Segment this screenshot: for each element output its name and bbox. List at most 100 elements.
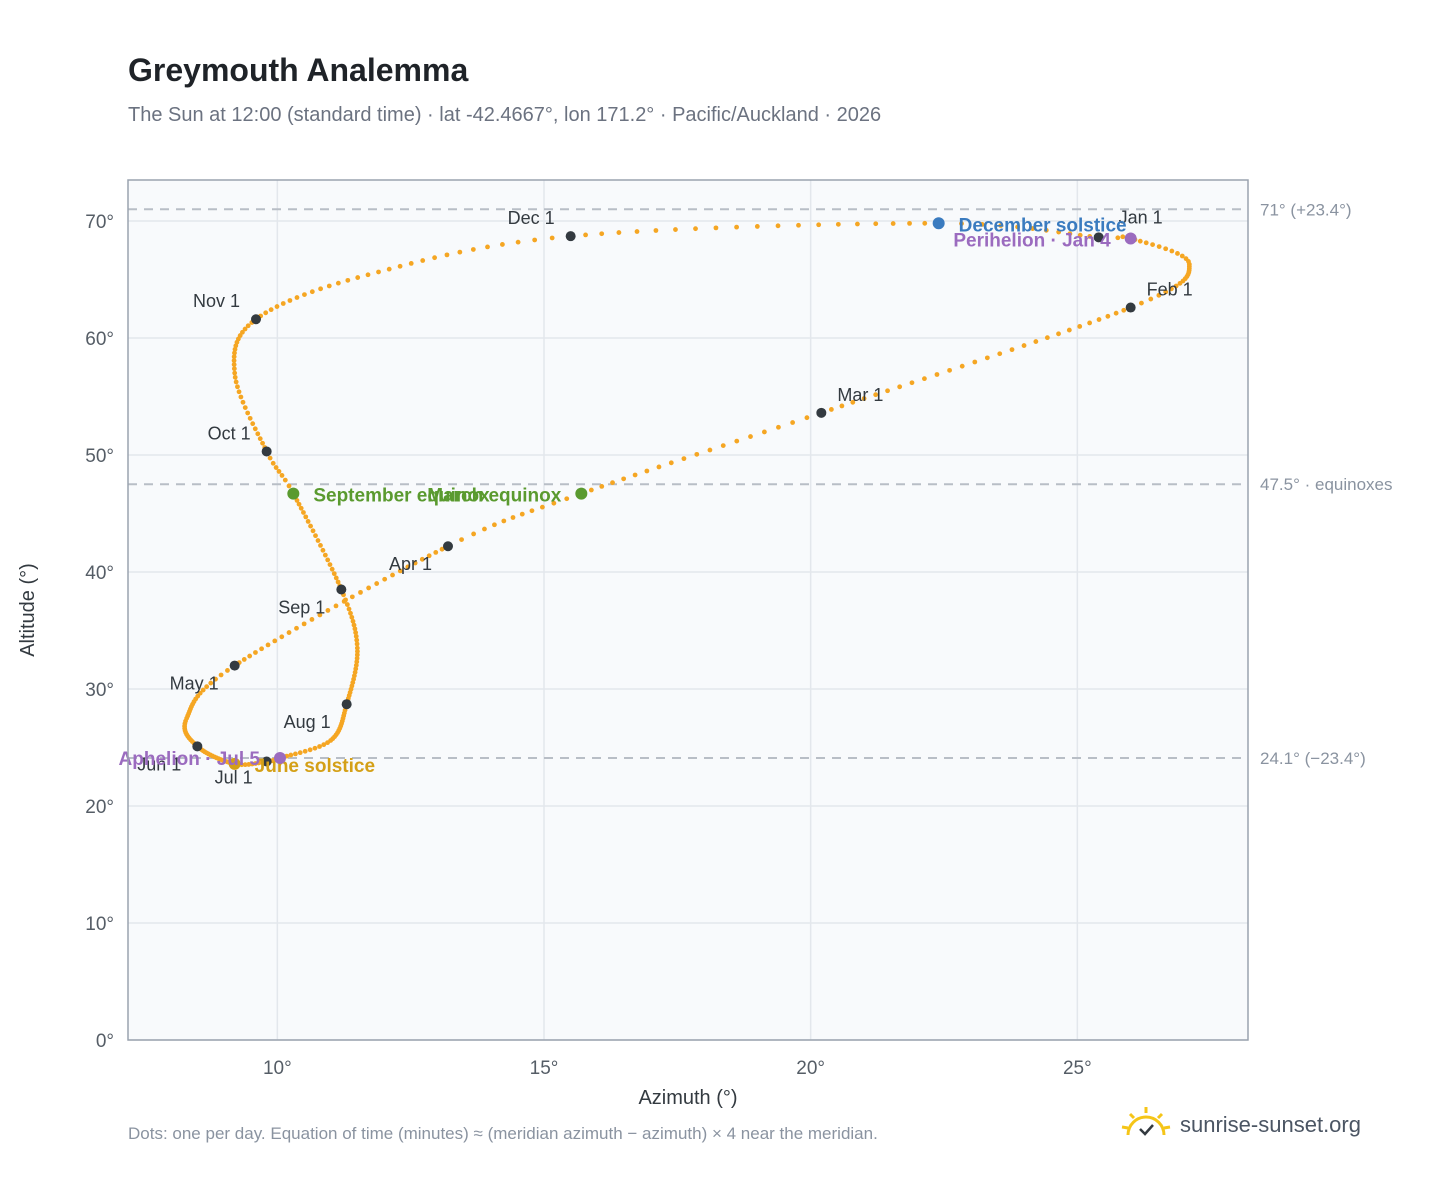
brand-name[interactable]: sunrise-sunset.org [1180, 1112, 1361, 1137]
day-dot [599, 231, 605, 237]
day-dot [247, 653, 253, 659]
day-dot [320, 547, 326, 553]
day-dot [305, 519, 311, 524]
day-dot [259, 646, 264, 652]
day-dot [861, 396, 867, 401]
day-dot [245, 323, 251, 329]
day-dot [232, 374, 238, 380]
month-label: Jun 1 [137, 754, 181, 774]
day-dot [1169, 286, 1174, 292]
event-label: December solstice [959, 215, 1127, 236]
day-dot [997, 351, 1003, 357]
day-dot [1179, 253, 1185, 259]
day-dot [909, 380, 915, 386]
day-dot [621, 476, 627, 482]
reference-line-label: 71° (+23.4°) [1260, 200, 1352, 219]
day-dot [855, 221, 860, 227]
day-dot [668, 460, 674, 466]
day-dot [828, 407, 834, 412]
day-dot [280, 301, 286, 306]
day-dot [204, 684, 210, 690]
day-dot [897, 384, 903, 390]
day-dot [532, 237, 538, 243]
y-tick-label: 60° [85, 329, 114, 350]
day-dot [309, 289, 315, 295]
day-dot [599, 483, 605, 489]
day-dot [374, 581, 380, 586]
day-dot [257, 436, 263, 442]
day-dot [365, 272, 371, 278]
day-dot [634, 229, 640, 234]
day-dot [693, 226, 698, 232]
day-dot [539, 504, 545, 510]
month-marker [192, 741, 203, 752]
day-dot [235, 384, 240, 390]
day-dot [276, 469, 282, 474]
day-dot [515, 239, 521, 245]
month-marker [251, 314, 261, 325]
day-dot [432, 255, 438, 261]
day-dot [231, 362, 237, 367]
day-dot [873, 221, 879, 227]
day-dot [232, 350, 237, 356]
day-dot [583, 232, 588, 238]
day-dot [343, 597, 348, 603]
month-label: Oct 1 [208, 423, 251, 443]
day-dot [333, 575, 339, 581]
y-axis-ticks: 0° 10° 20° 30° 40° 50° 60° 70° [85, 212, 114, 1052]
day-dot [1077, 324, 1083, 329]
day-dot [265, 642, 271, 648]
day-dot [270, 460, 276, 466]
day-dot [382, 576, 388, 582]
day-dot [405, 564, 411, 570]
day-dot [286, 630, 292, 635]
day-dot [349, 594, 355, 600]
day-dot [551, 500, 557, 506]
day-dot [1163, 289, 1169, 295]
day-dot [252, 426, 258, 432]
day-dot [564, 496, 570, 502]
brand[interactable]: sunrise-sunset.org [1120, 1100, 1361, 1150]
day-dot [263, 310, 269, 316]
reference-line-label: 47.5° · equinoxes [1260, 475, 1393, 494]
day-dot [241, 657, 247, 662]
y-tick-label: 50° [85, 446, 114, 467]
day-dot [1021, 343, 1027, 348]
day-dot [1150, 242, 1155, 248]
y-tick-label: 30° [85, 680, 114, 701]
month-marker [443, 541, 453, 552]
day-dot [225, 668, 230, 673]
day-dot [200, 687, 206, 693]
month-marker [229, 660, 240, 671]
day-dot [439, 546, 445, 552]
day-dot [312, 745, 318, 751]
day-dot [274, 304, 280, 309]
y-axis-label: Altitude (°) [17, 563, 39, 657]
day-dot [457, 249, 463, 255]
chart-subtitle: The Sun at 12:00 (standard time) · lat -… [128, 104, 882, 126]
day-dot [720, 443, 726, 448]
day-dot [279, 473, 285, 478]
event-marker [575, 487, 588, 500]
day-dot [329, 566, 335, 572]
day-dot [231, 354, 237, 360]
day-dot [644, 468, 650, 474]
y-tick-label: 10° [85, 914, 114, 935]
day-dot [317, 744, 322, 749]
day-dot [231, 358, 237, 363]
month-label: Apr 1 [389, 554, 432, 574]
day-dot [242, 405, 248, 411]
day-dot [288, 752, 294, 758]
day-dot [301, 510, 306, 515]
month-marker [261, 756, 272, 767]
day-dot [707, 447, 713, 453]
day-dot [267, 455, 273, 461]
y-tick-label: 40° [85, 563, 114, 584]
x-axis-ticks: 10° 15° 20° 25° [263, 1058, 1092, 1079]
day-dot [354, 652, 360, 658]
day-dot [255, 431, 261, 437]
event-marker [287, 487, 300, 500]
day-dot [1175, 251, 1180, 256]
day-dot [998, 223, 1004, 228]
day-dot [325, 608, 331, 613]
